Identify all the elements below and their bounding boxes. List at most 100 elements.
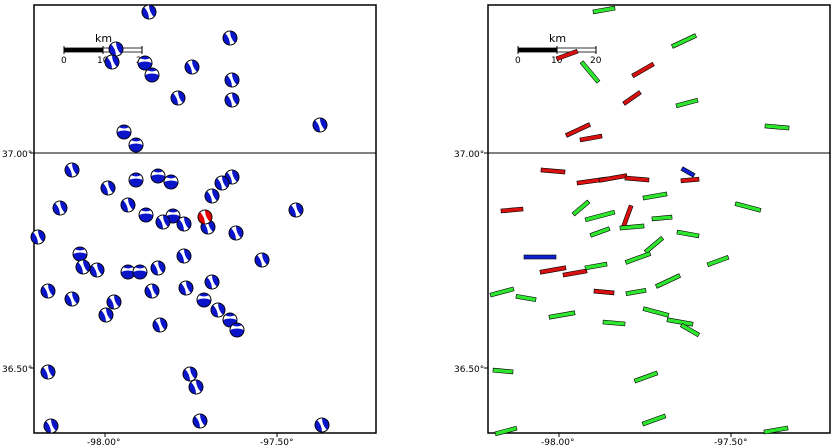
fault-plane [579,133,603,143]
focal-mechanism [210,302,226,318]
focal-mechanism [52,200,68,216]
focal-mechanism [288,202,304,218]
fault-plane [633,370,659,384]
fault-plane [643,235,665,255]
focal-mechanism [188,379,204,395]
focal-mechanism [170,90,186,106]
focal-mechanism [163,174,179,190]
focal-mechanism [204,188,220,204]
fault-plane [548,310,576,320]
focal-mechanism [100,180,116,196]
fault-plane [625,287,647,297]
focal-mechanism [204,274,220,290]
focal-mechanism [144,283,160,299]
left-x-ticks: -98.00° -97.50° [87,433,294,448]
fault-plane [666,317,694,327]
fault-plane [641,413,667,427]
focal-mechanism [214,175,230,191]
focal-mechanism [43,418,59,434]
focal-mechanism [106,294,122,310]
focal-mechanism [72,246,88,262]
fault-plane [631,61,655,79]
left-scalebar-unit: km [95,32,112,45]
focal-mechanism [152,317,168,333]
focal-mechanism [314,417,330,433]
right-x-ticks: -98.00° -97.50° [541,433,748,448]
fault-plane [624,175,650,183]
fault-plane [624,251,652,265]
fault-plane [675,97,699,109]
focal-mechanism [196,292,212,308]
fault-plane [564,122,592,138]
focal-mechanism [192,413,208,429]
fault-plane [642,191,668,201]
left-x-tick-97.5: -97.50° [260,438,294,448]
focal-mechanism [176,248,192,264]
fault-plane [619,223,645,231]
fault-plane [539,265,567,275]
focal-mechanism [176,216,192,232]
focal-mechanism [64,162,80,178]
fault-plane [706,254,730,268]
focal-mechanism [108,41,124,57]
fault-plane [622,90,642,106]
focal-mechanism [116,124,132,140]
left-y-tick-37: 37.00° [2,150,32,160]
fault-plane [515,293,537,303]
left-y-ticks: 37.00° 36.50° [2,150,34,375]
right-map: km 0 10 20 37.00° 36.50° -98.00° -97.50° [454,4,831,448]
focal-mechanism [128,172,144,188]
fault-plane [764,123,790,131]
fault-plane [598,173,628,183]
focal-mechanism [138,207,154,223]
focal-mechanism [224,72,240,88]
fault-plane [734,201,762,213]
focal-mechanism [104,54,120,70]
fault-plane [676,229,700,239]
focal-mechanism [222,30,238,46]
right-y-ticks: 37.00° 36.50° [454,150,488,375]
fault-plane [494,425,518,437]
fault-plane [592,5,616,15]
fault-plane [523,254,557,260]
focal-mechanism [40,364,56,380]
fault-plane [602,319,626,327]
fault-plane [500,206,524,214]
fault-plane [679,322,701,338]
focal-mechanism [228,225,244,241]
right-scalebar: km 0 10 20 [515,32,602,66]
fault-plane [593,288,615,296]
focal-mechanism [30,229,46,245]
focal-mechanism [40,283,56,299]
fault-plane [579,60,601,84]
right-x-tick-97.5: -97.50° [714,438,748,448]
focal-mechanism [89,262,105,278]
focal-mechanism [150,260,166,276]
left-y-tick-36.5: 36.50° [2,365,32,375]
fault-plane [489,286,515,298]
focal-mechanism [144,67,160,83]
focal-mechanism [98,307,114,323]
fault-plane [763,425,789,435]
right-scalebar-tick-10: 10 [551,56,563,66]
fault-plane [680,166,696,178]
fault-plane [584,261,608,271]
fault-plane [589,226,611,238]
left-scalebar-tick-0: 0 [61,56,67,66]
right-scalebar-unit: km [549,32,566,45]
fault-plane-layer [489,5,790,437]
fault-plane [654,273,682,289]
focal-mechanism [75,259,91,275]
focal-mechanism [150,168,166,184]
focal-mechanism [120,197,136,213]
fault-plane [642,306,670,318]
focal-mechanism [178,280,194,296]
focal-mechanism-highlight [197,209,213,225]
focal-mechanism [254,252,270,268]
right-scalebar-tick-20: 20 [590,56,602,66]
focal-mechanism [229,322,245,338]
focal-mechanism [184,59,200,75]
fault-plane [562,268,588,278]
fault-plane [584,209,616,223]
